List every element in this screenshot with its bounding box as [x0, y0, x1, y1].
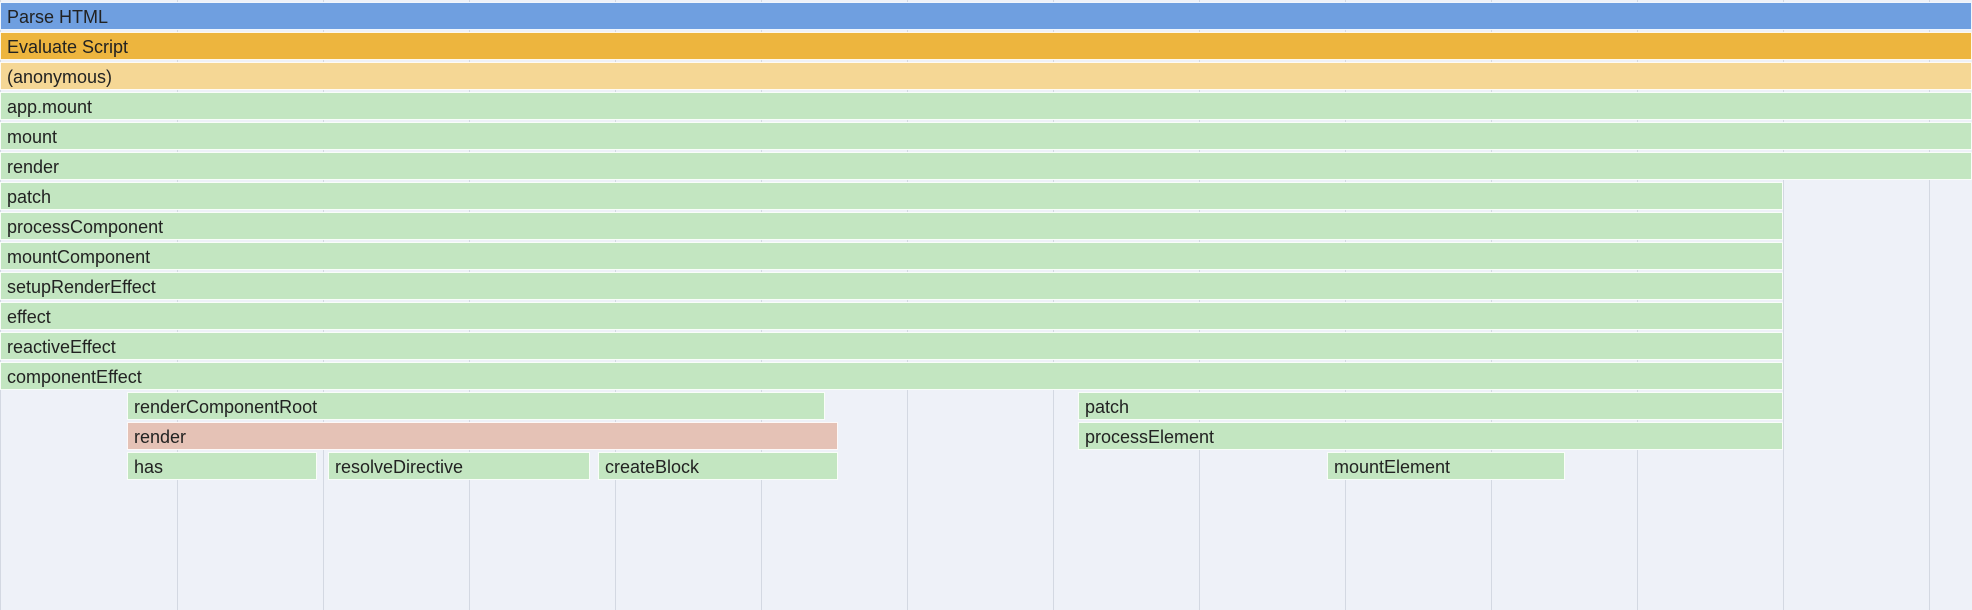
flame-bar[interactable]: processComponent [0, 212, 1783, 240]
flame-bar[interactable]: setupRenderEffect [0, 272, 1783, 300]
flame-bar[interactable]: render [127, 422, 838, 450]
flamegraph: Parse HTML Evaluate Script (anonymous) app.… [0, 0, 1972, 610]
flame-bar-label: resolveDirective [335, 457, 463, 477]
flame-bar-label: Parse HTML [7, 7, 108, 27]
flame-bar-label: has [134, 457, 163, 477]
flame-bar[interactable]: createBlock [598, 452, 838, 480]
flame-bar[interactable]: app.mount [0, 92, 1972, 120]
flame-bar-label: effect [7, 307, 51, 327]
flame-bar-label: createBlock [605, 457, 699, 477]
flame-bar-label: mountElement [1334, 457, 1450, 477]
flame-bar-label: app.mount [7, 97, 92, 117]
flame-bar[interactable]: render [0, 152, 1972, 180]
flame-bar-label: render [134, 427, 186, 447]
flame-bar-label: patch [7, 187, 51, 207]
flame-bar[interactable]: patch [0, 182, 1783, 210]
flame-bar-label: setupRenderEffect [7, 277, 156, 297]
flame-bar[interactable]: mountElement [1327, 452, 1565, 480]
flame-bar[interactable]: mountComponent [0, 242, 1783, 270]
flame-bar-label: Evaluate Script [7, 37, 128, 57]
flame-bar-label: (anonymous) [7, 67, 112, 87]
flame-bar[interactable]: (anonymous) [0, 62, 1972, 90]
flame-bar-label: reactiveEffect [7, 337, 116, 357]
flame-bar-label: processElement [1085, 427, 1214, 447]
flame-bar-label: mount [7, 127, 57, 147]
flame-bar[interactable]: resolveDirective [328, 452, 590, 480]
flame-bar-label: componentEffect [7, 367, 142, 387]
flame-bar[interactable]: Evaluate Script [0, 32, 1972, 60]
flame-bar-label: render [7, 157, 59, 177]
flame-bar[interactable]: processElement [1078, 422, 1783, 450]
flame-bar[interactable]: patch [1078, 392, 1783, 420]
flame-bar[interactable]: Parse HTML [0, 2, 1972, 30]
flame-bar-label: patch [1085, 397, 1129, 417]
flame-bar[interactable]: componentEffect [0, 362, 1783, 390]
flame-bar-label: mountComponent [7, 247, 150, 267]
flame-bar[interactable]: effect [0, 302, 1783, 330]
flame-bar[interactable]: has [127, 452, 317, 480]
flame-bar-label: renderComponentRoot [134, 397, 317, 417]
flame-bar[interactable]: renderComponentRoot [127, 392, 825, 420]
flame-bar[interactable]: mount [0, 122, 1972, 150]
flame-bar[interactable]: reactiveEffect [0, 332, 1783, 360]
flame-bar-label: processComponent [7, 217, 163, 237]
